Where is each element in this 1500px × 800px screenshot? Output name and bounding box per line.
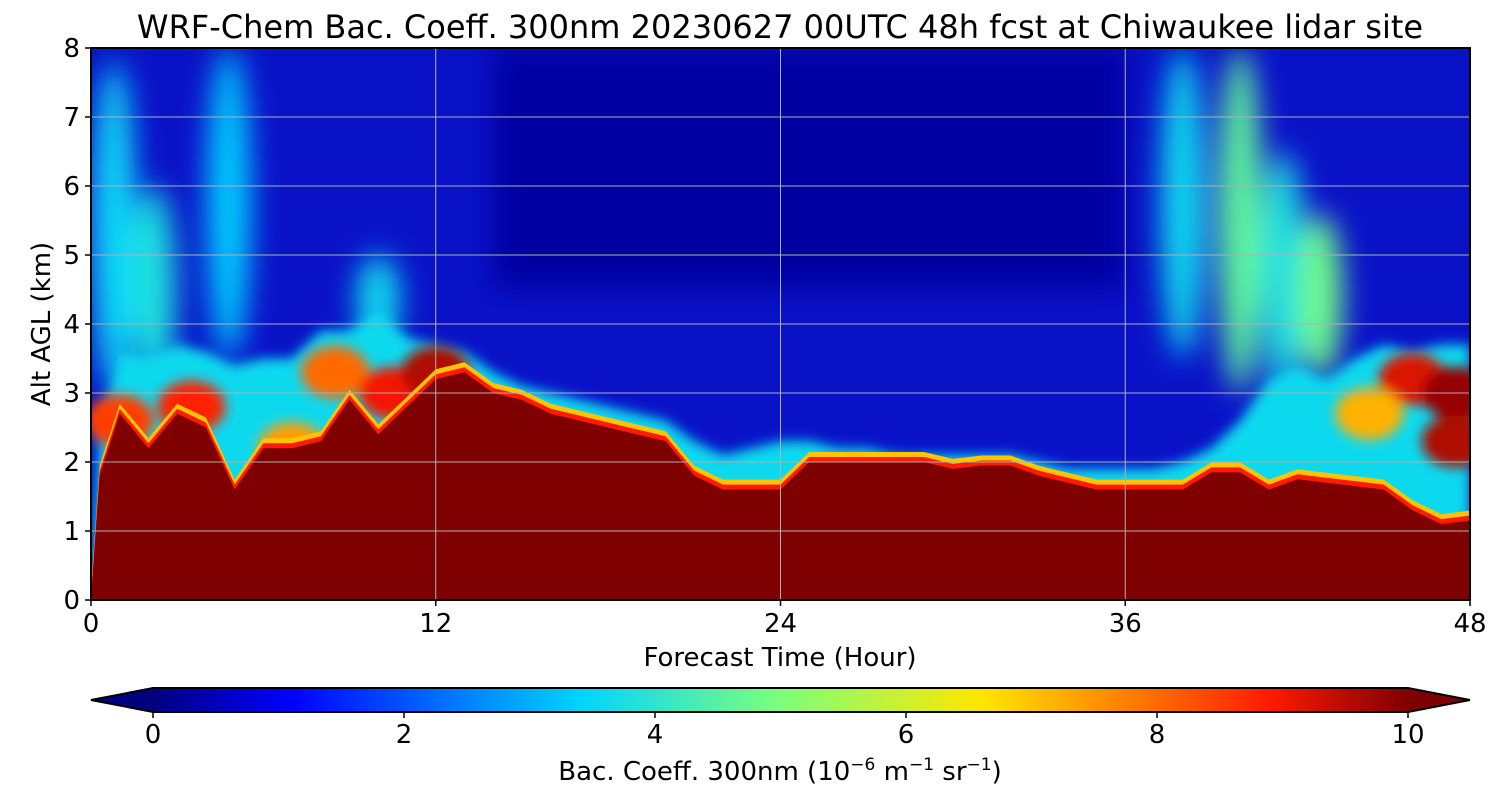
grid-lines	[91, 48, 1470, 600]
plot-area	[91, 48, 1470, 600]
colorbar-tick-label: 10	[1391, 720, 1424, 750]
plume	[132, 186, 177, 393]
colorbar-tick-label: 6	[898, 720, 915, 750]
y-tick-label: 7	[63, 103, 80, 133]
plume	[206, 48, 251, 359]
y-tick-label: 2	[63, 448, 80, 478]
colorbar-label-exp2: −1	[909, 755, 934, 775]
colorbar-label-exp1: −6	[850, 755, 875, 775]
colorbar-extend-low	[91, 688, 153, 712]
y-tick-label: 0	[63, 586, 80, 616]
colorbar-ticks: 0 2 4 6 8 10	[145, 712, 1425, 750]
colorbar-label-close: )	[992, 757, 1002, 787]
y-axis-label: Alt AGL (km)	[27, 242, 57, 406]
colorbar-ramp	[153, 688, 1408, 712]
colorbar-label-exp3: −1	[967, 755, 992, 775]
colorbar-tick-label: 0	[145, 720, 162, 750]
y-tick-label: 5	[63, 241, 80, 271]
plume-layer	[91, 48, 1343, 393]
chart-title: WRF-Chem Bac. Coeff. 300nm 20230627 00UT…	[137, 8, 1423, 46]
colorbar-label-unit1: m	[875, 757, 909, 787]
upper-minimum-region	[493, 48, 1126, 290]
hotspot	[301, 346, 370, 399]
y-axis-ticks: 0 1 2 3 4 5 6 7 8	[63, 34, 91, 616]
plume	[91, 61, 136, 393]
y-tick-label: 3	[63, 379, 80, 409]
colorbar-extend-high	[1408, 688, 1470, 712]
hotspot	[1421, 415, 1470, 468]
upper-low-field	[493, 48, 1126, 290]
plume	[1160, 48, 1205, 359]
x-tick-label: 0	[83, 609, 100, 639]
y-tick-label: 6	[63, 172, 80, 202]
x-tick-label: 24	[764, 609, 797, 639]
x-axis-label: Forecast Time (Hour)	[643, 643, 916, 673]
hotspot	[1335, 387, 1404, 440]
y-tick-label: 8	[63, 34, 80, 64]
x-tick-label: 48	[1453, 609, 1486, 639]
colorbar-tick-label: 4	[647, 720, 664, 750]
x-tick-label: 12	[419, 609, 452, 639]
y-tick-label: 4	[63, 310, 80, 340]
plume	[1218, 48, 1263, 393]
colorbar-label-unit2: sr	[934, 757, 967, 787]
plume	[1261, 151, 1306, 393]
x-tick-label: 36	[1109, 609, 1142, 639]
x-axis-ticks: 0 12 24 36 48	[83, 600, 1487, 639]
colorbar: 0 2 4 6 8 10 Bac. Coeff. 300nm (10−6 m−1 sr−1…	[90, 687, 1471, 787]
colorbar-tick-label: 8	[1149, 720, 1166, 750]
colorbar-tick-label: 2	[396, 720, 413, 750]
colorbar-label-main: Bac. Coeff. 300nm (10	[558, 757, 850, 787]
colorbar-label: Bac. Coeff. 300nm (10−6 m−1 sr−1)	[558, 755, 1001, 787]
plume	[1298, 213, 1343, 380]
y-tick-label: 1	[63, 517, 80, 547]
